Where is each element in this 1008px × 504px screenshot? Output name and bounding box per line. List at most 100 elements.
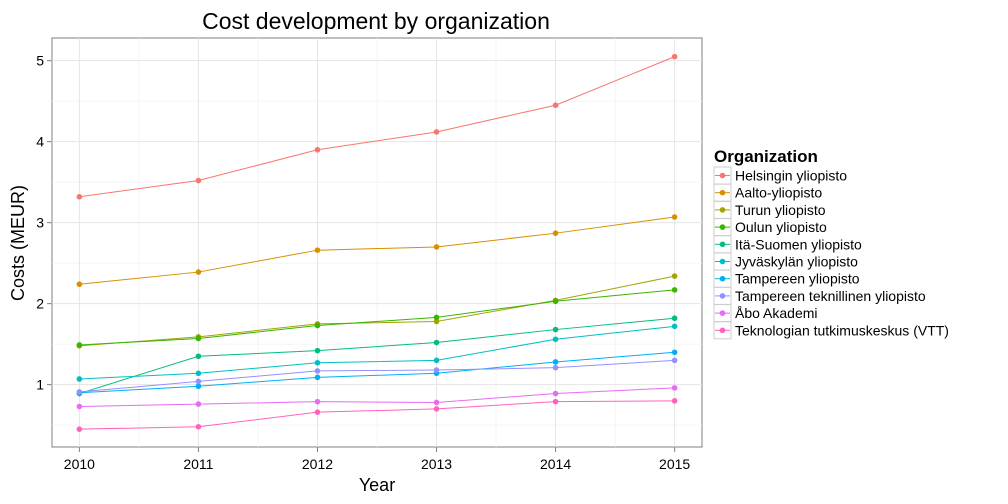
legend: Organization Helsingin yliopistoAalto-yl… <box>713 147 949 340</box>
data-point <box>671 273 678 279</box>
legend-label: Teknologian tutkimuskeskus (VTT) <box>735 322 949 338</box>
data-point <box>433 244 440 250</box>
legend-item: Helsingin yliopisto <box>713 166 847 185</box>
series-oulun-yliopisto <box>76 287 678 348</box>
legend-label: Turun yliopisto <box>735 202 826 218</box>
data-point <box>671 53 678 60</box>
legend-key-point <box>719 207 726 213</box>
data-point <box>433 129 440 135</box>
data-point <box>195 423 202 430</box>
data-point <box>76 389 83 395</box>
y-tick-label: 2 <box>36 296 44 312</box>
legend-label: Åbo Akademi <box>735 305 818 321</box>
legend-key-point <box>719 310 726 316</box>
series-aalto-yliopisto <box>76 214 678 288</box>
data-point <box>671 349 678 356</box>
data-point <box>314 347 321 354</box>
grid-lines <box>52 38 702 447</box>
data-point <box>433 318 440 325</box>
data-point <box>552 336 559 343</box>
data-point <box>433 314 440 321</box>
data-point <box>195 378 202 385</box>
y-axis-label: Costs (MEUR) <box>8 185 28 301</box>
data-point <box>671 214 678 220</box>
series-line <box>79 387 675 407</box>
legend-title: Organization <box>714 147 818 166</box>
data-point <box>314 322 321 329</box>
y-axis-ticks: 1 2 3 4 5 <box>36 53 52 393</box>
legend-label: Itä-Suomen yliopisto <box>735 236 862 252</box>
data-point <box>195 353 202 360</box>
data-point <box>314 359 321 366</box>
y-tick-label: 1 <box>36 377 44 393</box>
legend-label: Oulun yliopisto <box>735 219 827 235</box>
series-jyv-skyl-n-yliopisto <box>76 323 678 382</box>
x-tick-label: 2013 <box>421 456 452 472</box>
series-line <box>79 56 675 198</box>
series-bo-akademi <box>76 385 678 410</box>
legend-label: Aalto-yliopisto <box>735 185 822 201</box>
legend-key-point <box>719 327 726 334</box>
data-point <box>76 426 83 432</box>
x-tick-label: 2014 <box>540 456 571 472</box>
legend-item: Oulun yliopisto <box>713 218 827 237</box>
legend-key-point <box>719 189 726 196</box>
legend-key-point <box>719 241 726 248</box>
legend-label: Helsingin yliopisto <box>735 168 847 184</box>
legend-label: Tampereen teknillinen yliopisto <box>735 288 926 304</box>
legend-item: Tampereen yliopisto <box>713 269 860 288</box>
y-tick-label: 5 <box>36 53 44 69</box>
data-point <box>314 247 321 253</box>
legend-key-point <box>719 258 726 265</box>
series-line <box>79 216 675 285</box>
series-tampereen-teknillinen-yliopisto <box>76 357 678 395</box>
data-point <box>314 146 321 153</box>
x-tick-label: 2010 <box>64 456 95 472</box>
data-point <box>671 315 678 322</box>
data-point <box>433 406 440 412</box>
data-point <box>433 339 440 346</box>
data-point <box>671 398 678 404</box>
legend-key-point <box>719 224 726 230</box>
data-point <box>433 367 440 373</box>
data-point <box>671 357 678 364</box>
series-line <box>79 275 675 347</box>
series-line <box>79 351 675 394</box>
series-line <box>79 400 675 430</box>
data-point <box>76 342 83 348</box>
legend-item: Teknologian tutkimuskeskus (VTT) <box>713 321 949 340</box>
legend-item: Jyväskylän yliopisto <box>713 252 858 271</box>
data-point <box>552 326 559 333</box>
y-tick-label: 4 <box>36 134 44 150</box>
data-point <box>76 281 83 288</box>
legend-item: Turun yliopisto <box>713 200 826 219</box>
data-point <box>314 409 321 415</box>
data-point <box>314 374 321 381</box>
data-point <box>552 390 559 397</box>
data-point <box>195 401 202 407</box>
data-point <box>433 399 440 406</box>
x-tick-label: 2012 <box>302 456 333 472</box>
data-point <box>195 383 202 390</box>
series-line <box>79 289 675 346</box>
series-layer <box>76 53 678 432</box>
data-point <box>671 323 678 330</box>
x-tick-label: 2011 <box>183 456 213 472</box>
data-point <box>671 385 678 391</box>
data-point <box>552 359 559 365</box>
legend-item: Tampereen teknillinen yliopisto <box>713 286 926 305</box>
data-point <box>314 398 321 405</box>
legend-item: Åbo Akademi <box>713 304 818 323</box>
data-point <box>433 357 440 364</box>
data-point <box>552 398 559 405</box>
series-line <box>79 325 675 380</box>
legend-label: Jyväskylän yliopisto <box>735 254 858 270</box>
y-tick-label: 3 <box>36 215 44 231</box>
data-point <box>314 368 321 374</box>
data-point <box>76 403 83 410</box>
data-point <box>671 287 678 293</box>
data-point <box>195 177 202 184</box>
series-teknologian-tutkimuskeskus-vtt <box>76 398 678 432</box>
data-point <box>195 269 202 275</box>
